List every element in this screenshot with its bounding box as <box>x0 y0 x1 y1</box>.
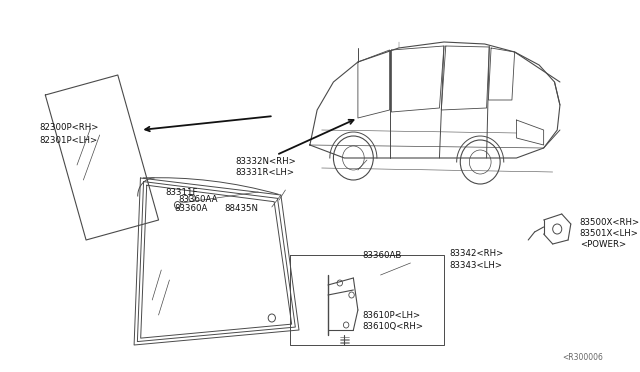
Text: 83360AA: 83360AA <box>179 195 218 203</box>
Text: <POWER>: <POWER> <box>580 240 626 248</box>
Text: 83500X<RH>: 83500X<RH> <box>580 218 640 227</box>
Text: 83343<LH>: 83343<LH> <box>449 260 502 269</box>
Text: 83331R<LH>: 83331R<LH> <box>236 167 294 176</box>
Text: 83311F: 83311F <box>166 187 198 196</box>
Text: <R300006: <R300006 <box>562 353 603 362</box>
Text: 83610P<LH>: 83610P<LH> <box>362 311 420 320</box>
Text: 83501X<LH>: 83501X<LH> <box>580 228 639 237</box>
Text: 83360A: 83360A <box>174 203 207 212</box>
Text: 83332N<RH>: 83332N<RH> <box>236 157 296 166</box>
Text: 83610Q<RH>: 83610Q<RH> <box>362 321 424 330</box>
Text: 83342<RH>: 83342<RH> <box>449 250 504 259</box>
Text: 82301P<LH>: 82301P<LH> <box>40 135 98 144</box>
Text: 82300P<RH>: 82300P<RH> <box>40 122 99 131</box>
Text: 83360AB: 83360AB <box>362 251 402 260</box>
Text: 88435N: 88435N <box>225 203 259 212</box>
